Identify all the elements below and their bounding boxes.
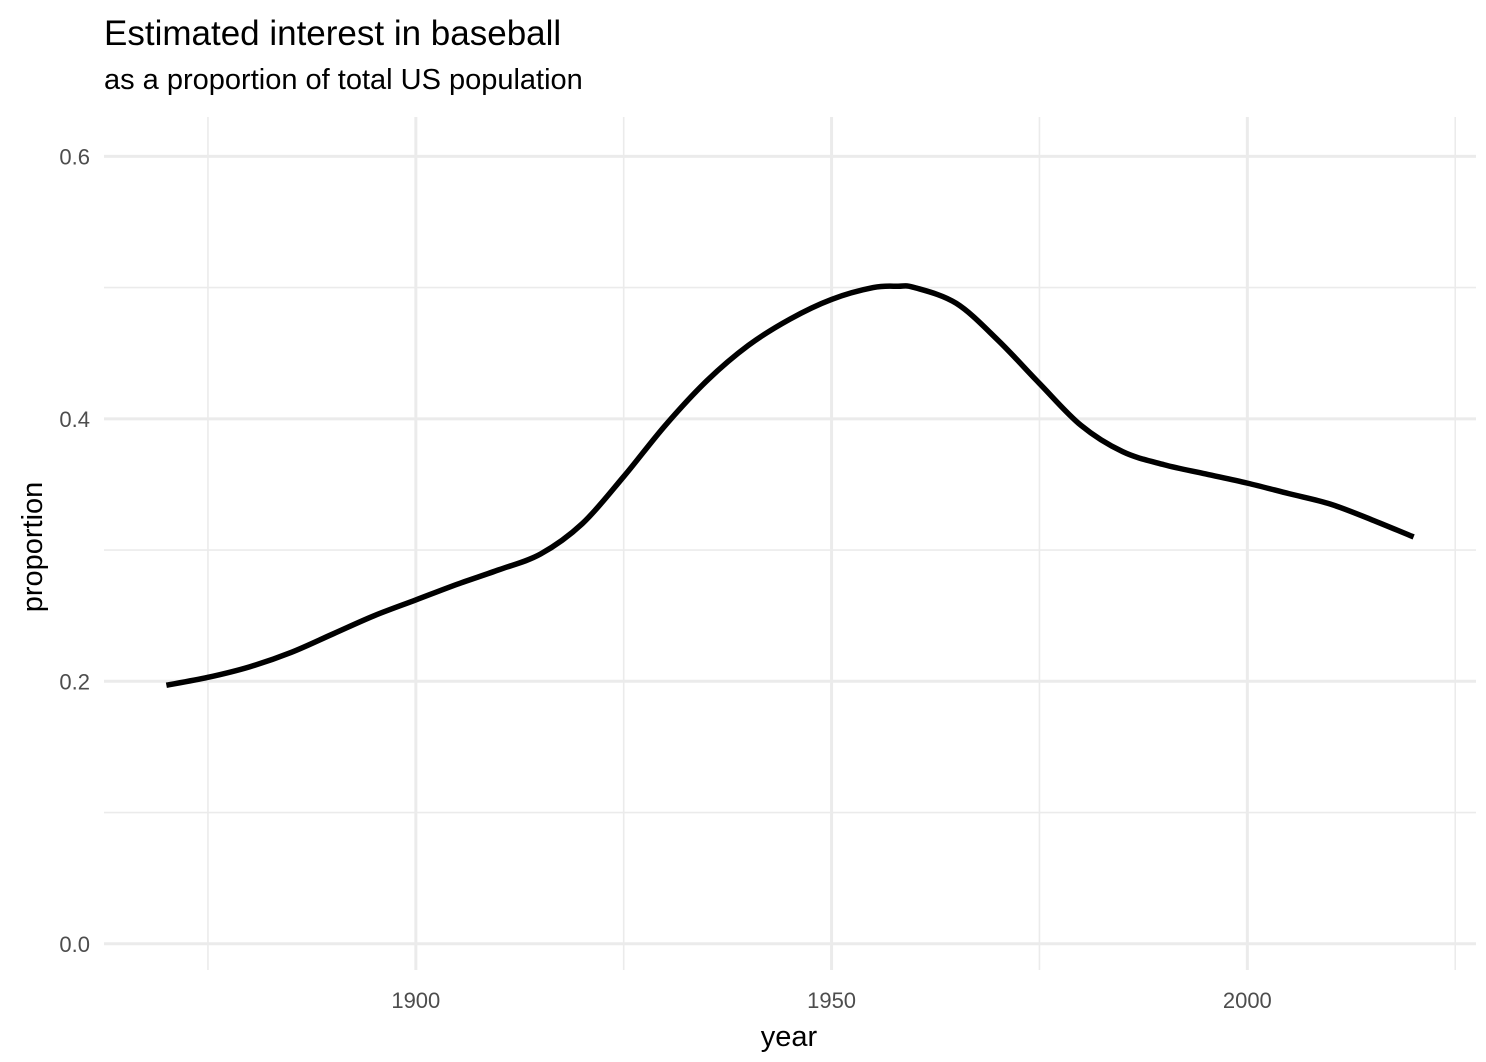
chart-title: Estimated interest in baseball [104,14,562,53]
chart-subtitle: as a proportion of total US population [104,64,583,96]
series-layer [165,283,1415,688]
x-tick-label: 1900 [391,988,440,1013]
x-tick-label: 2000 [1223,988,1272,1013]
grid-layer [104,117,1476,970]
y-tick-label: 0.6 [59,144,90,169]
y-tick-label: 0.0 [59,932,90,957]
x-axis-title: year [761,1021,818,1053]
x-tick-label: 1950 [807,988,856,1013]
tick-labels: 1900 1950 2000 0.0 0.2 0.4 0.6 [59,144,1271,1013]
y-axis-title: proportion [17,482,49,613]
series-line [165,283,1415,688]
y-tick-label: 0.4 [59,407,90,432]
y-tick-label: 0.2 [59,669,90,694]
